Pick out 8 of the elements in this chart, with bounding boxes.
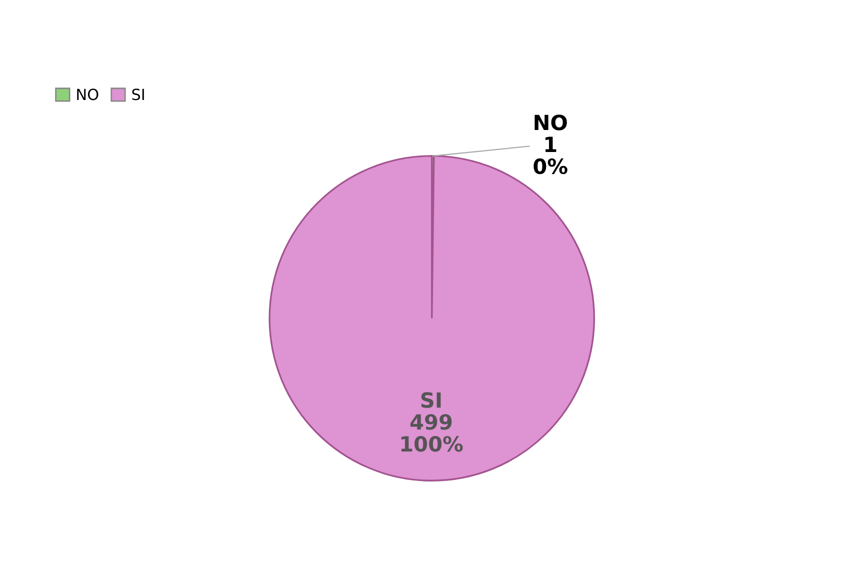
slice-label: NO xyxy=(534,114,567,130)
text: 0% xyxy=(534,158,568,174)
text: 100% xyxy=(401,436,463,452)
data-label: 499 xyxy=(410,414,452,430)
data-label: 1 xyxy=(545,136,556,152)
slice-label: SI xyxy=(421,392,441,408)
legend-label: NO xyxy=(77,88,98,100)
legend-label: SI xyxy=(132,88,144,100)
